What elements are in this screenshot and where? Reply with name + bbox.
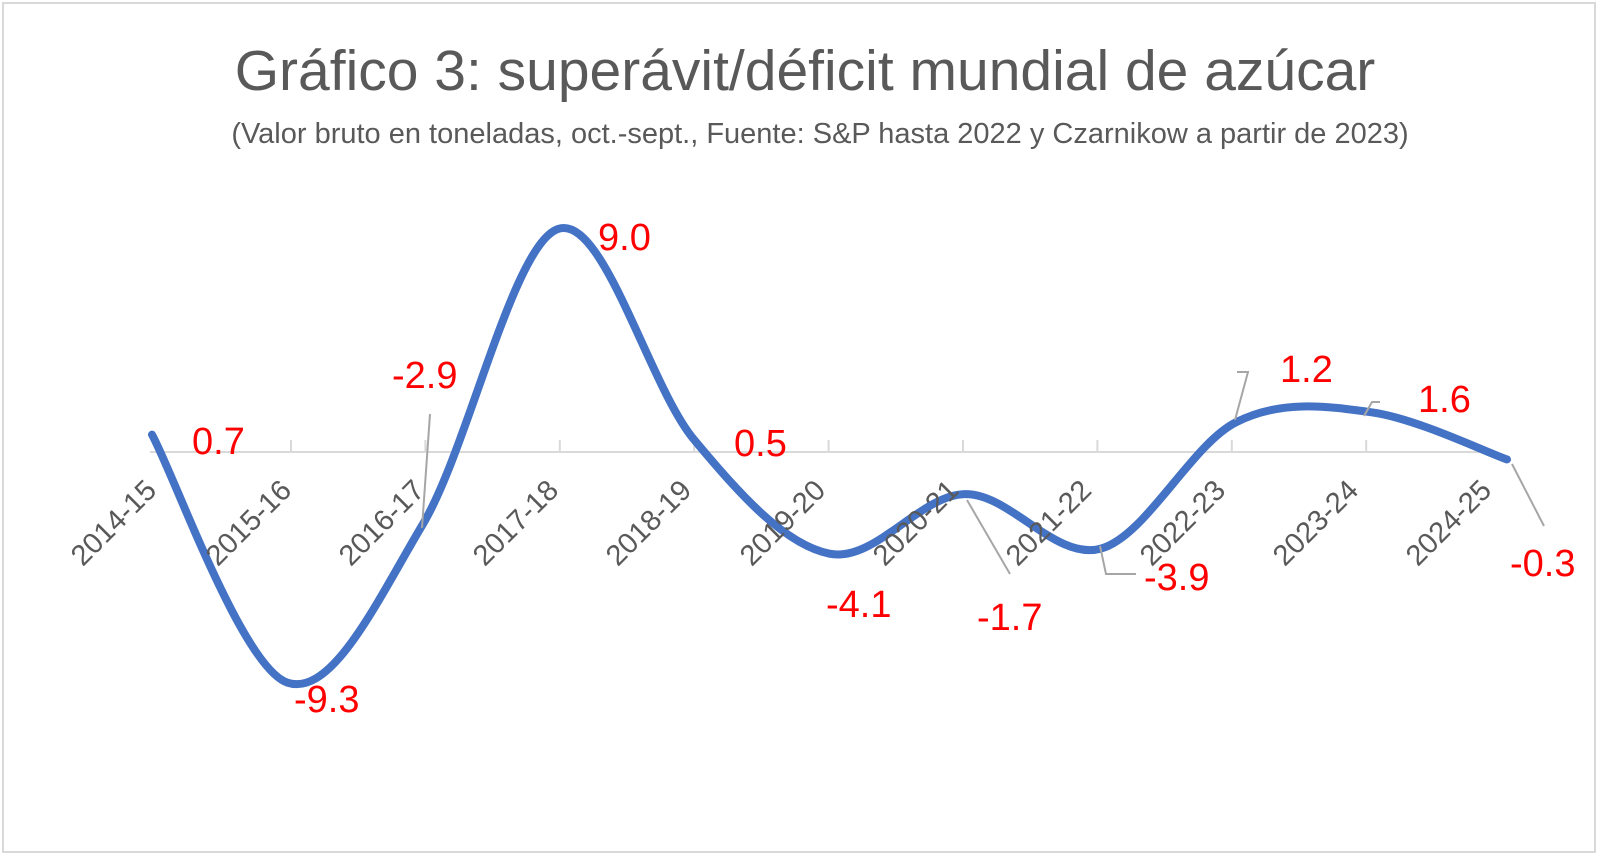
x-tick-label: 2018-19 — [600, 474, 698, 572]
data-label: 0.7 — [192, 421, 245, 463]
data-label: 0.5 — [734, 423, 787, 465]
data-label-leader-line — [1511, 463, 1545, 527]
data-label: -1.7 — [977, 597, 1042, 639]
x-tick-label: 2021-22 — [1000, 474, 1098, 572]
x-tick-label: 2017-18 — [467, 474, 565, 572]
data-label-leader-line — [966, 499, 1011, 575]
data-label: 1.2 — [1280, 349, 1333, 391]
x-tick-label: 2019-20 — [734, 474, 832, 572]
data-label: -9.3 — [294, 679, 359, 721]
data-label: -0.3 — [1510, 543, 1575, 585]
data-label: -3.9 — [1144, 557, 1209, 599]
data-label-leader-line — [1234, 371, 1250, 421]
data-label-leader-line — [1363, 401, 1380, 417]
x-tick-label: 2020-21 — [867, 474, 965, 572]
data-label: 1.6 — [1418, 379, 1471, 421]
chart-subtitle: (Valor bruto en toneladas, oct.-sept., F… — [231, 118, 1409, 150]
data-label: 9.0 — [598, 217, 651, 259]
data-label: -4.1 — [826, 584, 891, 626]
data-label: -2.9 — [392, 355, 457, 397]
x-tick-label: 2023-24 — [1267, 474, 1365, 572]
x-tick-label: 2015-16 — [200, 474, 298, 572]
chart-title: Gráfico 3: superávit/déficit mundial de … — [234, 39, 1376, 103]
series-line — [148, 224, 1511, 689]
x-tick-label: 2014-15 — [65, 474, 163, 572]
x-tick-label: 2016-17 — [333, 474, 431, 572]
data-label-leader-line — [1099, 545, 1136, 575]
x-tick-label: 2024-25 — [1400, 474, 1498, 572]
data-label-leader-line — [421, 413, 431, 529]
